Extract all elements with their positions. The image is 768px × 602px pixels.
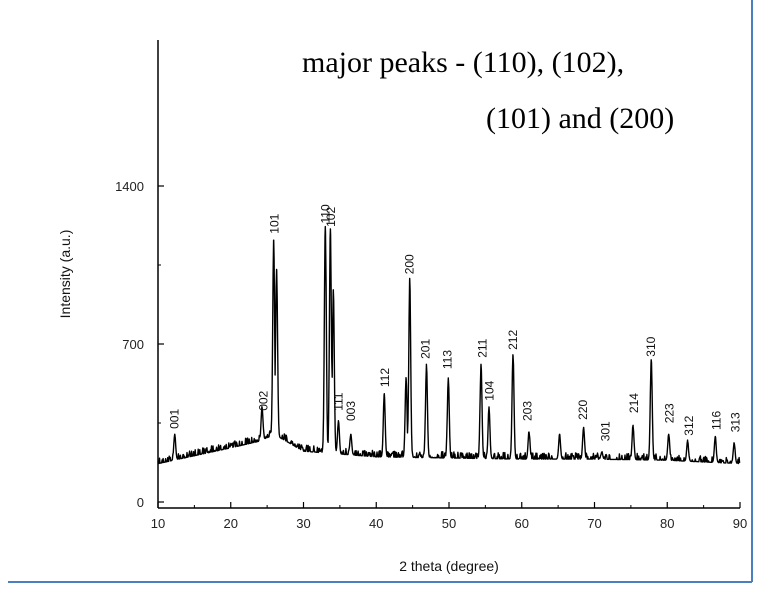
peak-label-104: 104 (483, 380, 497, 400)
x-tick-label: 70 (587, 516, 601, 531)
peak-label-312: 312 (682, 415, 696, 435)
peak-label-201: 201 (419, 339, 433, 359)
peak-label-101: 101 (267, 213, 281, 233)
x-tick-label: 50 (442, 516, 456, 531)
peak-label-310: 310 (644, 336, 658, 356)
peak-label-003: 003 (344, 401, 358, 421)
y-tick-label: 700 (122, 337, 144, 352)
peak-label-116: 116 (710, 411, 724, 430)
peak-label-113: 113 (441, 350, 455, 369)
y-tick-label: 1400 (115, 179, 144, 194)
peak-label-102: 102 (324, 207, 338, 227)
y-axis-title: Intensity (a.u.) (57, 230, 73, 319)
x-ticks: 10 20 30 40 50 60 70 80 90 (151, 502, 747, 531)
x-tick-label: 40 (369, 516, 383, 531)
peak-label-001: 001 (168, 409, 182, 429)
peak-label-110: 110 (318, 204, 332, 223)
peak-label-214: 214 (627, 393, 641, 413)
peak-label-203: 203 (521, 401, 535, 421)
x-tick-label: 60 (515, 516, 529, 531)
peak-label-200: 200 (403, 254, 417, 274)
x-axis-title: 2 theta (degree) (399, 558, 499, 574)
peak-label-313: 313 (729, 412, 743, 432)
peak-label-212: 212 (506, 330, 520, 350)
peak-label-111: 111 (331, 392, 345, 411)
y-tick-label: 0 (137, 495, 144, 510)
peak-label-211: 211 (476, 338, 490, 357)
annotation-line-2: (101) and (200) (486, 102, 674, 135)
x-tick-label: 10 (151, 516, 165, 531)
xrd-pattern-line (157, 225, 741, 465)
annotation-line-1: major peaks - (110), (102), (302, 46, 624, 79)
peak-label-112: 112 (378, 368, 392, 387)
peak-label-301: 301 (598, 421, 612, 441)
y-ticks: 0 700 1400 (115, 179, 164, 510)
x-tick-label: 90 (733, 516, 747, 531)
peak-label-223: 223 (662, 403, 676, 423)
peak-label-220: 220 (576, 400, 590, 420)
x-tick-label: 30 (296, 516, 310, 531)
x-tick-label: 80 (660, 516, 674, 531)
peak-label-002: 002 (257, 390, 271, 410)
x-tick-label: 20 (224, 516, 238, 531)
